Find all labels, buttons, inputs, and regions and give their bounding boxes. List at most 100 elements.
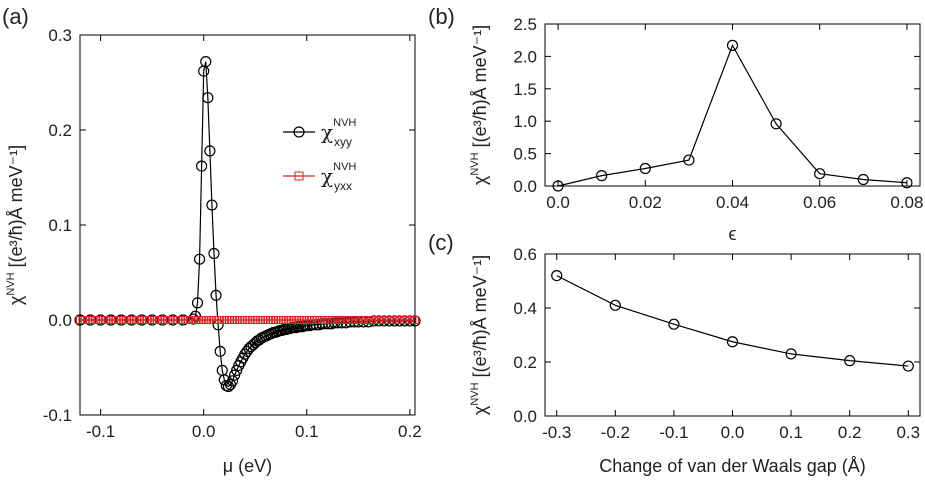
x-tick-label: 0.0 [721,423,745,442]
data-point-xyy [206,199,218,211]
plot-frame [544,253,921,417]
y-axis-label: χNVH [(e³/ħ)Å meV⁻¹] [469,25,490,185]
x-tick-label: 0.1 [295,422,319,441]
data-point-c [844,355,856,367]
y-tick-label: 0.2 [48,121,72,140]
data-point-b [683,154,695,166]
legend-marker-yxx [294,171,304,181]
y-axis-label-units: [(e³/ħ)Å meV⁻¹] [6,145,26,273]
data-point-xyy [301,320,313,332]
y-axis-label-units: [(e³/ħ)Å meV⁻¹] [470,25,490,153]
x-tick-label: 0.3 [896,423,920,442]
y-axis-label-sup: NVH [5,272,17,295]
legend-label-xyy: χNVH xyy [321,117,356,149]
data-point-c [726,336,739,348]
legend-sub: xyy [334,135,352,149]
data-point-xyy [245,341,257,353]
y-axis-label-base: χ [470,175,490,185]
x-tick-label: 0.2 [838,423,862,442]
y-axis-label-base: χ [470,405,490,415]
x-tick-label: 0.1 [779,423,803,442]
legend-base: χ [321,120,333,144]
x-axis-label: Change of van der Waals gap (Å) [599,456,865,476]
y-tick-label: 0.6 [513,245,537,264]
data-point-xyy [187,313,199,325]
x-tick-label: 0.06 [803,193,836,212]
y-axis-label-sup: NVH [469,152,481,175]
data-point-c [785,348,797,360]
y-tick-label: 0.3 [48,26,72,45]
legend-base: χ [321,164,333,188]
series-line-c [556,275,909,367]
data-point-c [609,299,621,311]
data-point-xyy [191,297,204,309]
data-point-xyy [226,375,239,387]
y-tick-label: 0.0 [48,311,72,330]
y-tick-label: 1.0 [513,112,537,131]
data-point-c [551,270,563,282]
x-axis-label: μ (eV) [223,456,272,476]
legend-sup: NVH [333,117,356,129]
panel-label: (c) [428,230,454,255]
legend-sub: yxx [334,179,352,193]
x-tick-label: 0.0 [546,193,570,212]
data-point-xyy [332,317,344,329]
y-tick-label: 0.5 [513,145,537,164]
data-point-b [552,180,564,192]
plot-frame [544,23,921,187]
panel-label: (b) [428,4,455,29]
y-tick-label: 2.0 [513,47,537,66]
data-point-xyy [200,55,212,68]
data-point-xyy [214,345,226,357]
panel-label: (a) [2,4,29,29]
x-axis-label: ϵ [729,224,737,244]
data-point-xyy [222,380,235,393]
data-point-b [596,170,608,182]
data-point-xyy [210,289,222,301]
x-tick-label: 0.2 [398,422,422,441]
y-tick-label: 0.0 [513,177,537,196]
data-point-c [902,360,914,372]
data-point-b [857,173,869,186]
y-tick-label: 0.1 [48,216,72,235]
data-point-xyy [409,315,421,327]
data-point-b [901,177,913,189]
legend-sup: NVH [333,161,356,173]
y-tick-label: 1.5 [513,80,537,99]
y-tick-label: 0.0 [513,407,537,426]
panel-b: 0.0 0.02 0.04 0.06 0.08 0.0 0.5 1.0 1.5 2.0 2.5 (b)… [428,4,923,244]
data-point-xyy [204,145,216,157]
x-tick-label: -0.3 [542,423,571,442]
y-axis-label: χNVH [(e³/ħ)Å meV⁻¹] [469,255,490,415]
x-tick-label: 0.08 [890,193,923,212]
data-point-xyy [404,315,416,327]
data-point-b [726,39,739,51]
y-axis-label-units: [(e³/ħ)Å meV⁻¹] [470,255,490,383]
data-point-b [814,168,826,180]
y-tick-label: -0.1 [43,406,72,425]
data-point-yxx [411,316,419,324]
x-tick-label: -0.1 [659,423,688,442]
data-point-xyy [208,247,220,260]
data-point-b [770,118,782,130]
panel-c: -0.3 -0.2 -0.1 0.0 0.1 0.2 0.3 0.0 0.2 0.4 0.6 (c) C… [428,230,921,476]
x-tick-label: 0.04 [716,193,749,212]
series-line-b [557,43,907,187]
data-point-xyy [193,253,206,265]
x-tick-label: -0.2 [601,423,630,442]
data-point-xyy [202,92,214,104]
legend-label-yxx: χNVH yxx [321,161,356,193]
data-point-xyy [243,342,255,355]
data-point-xyy [196,160,208,172]
panel-a: -0.1 0.0 0.1 0.2-0.10.00.10.20.3(a)μ (eV)χN… [2,4,422,476]
x-tick-label: 0.0 [192,422,216,441]
y-axis-label-sup: NVH [469,382,481,405]
x-tick-label: 0.02 [629,193,662,212]
y-tick-label: 2.5 [513,15,537,34]
data-point-b [639,162,651,175]
y-tick-label: 0.4 [513,299,537,318]
series-line-xyy [80,61,415,388]
x-tick-label: -0.1 [86,422,115,441]
y-axis-label: χNVH [(e³/ħ)Å meV⁻¹] [5,145,26,305]
